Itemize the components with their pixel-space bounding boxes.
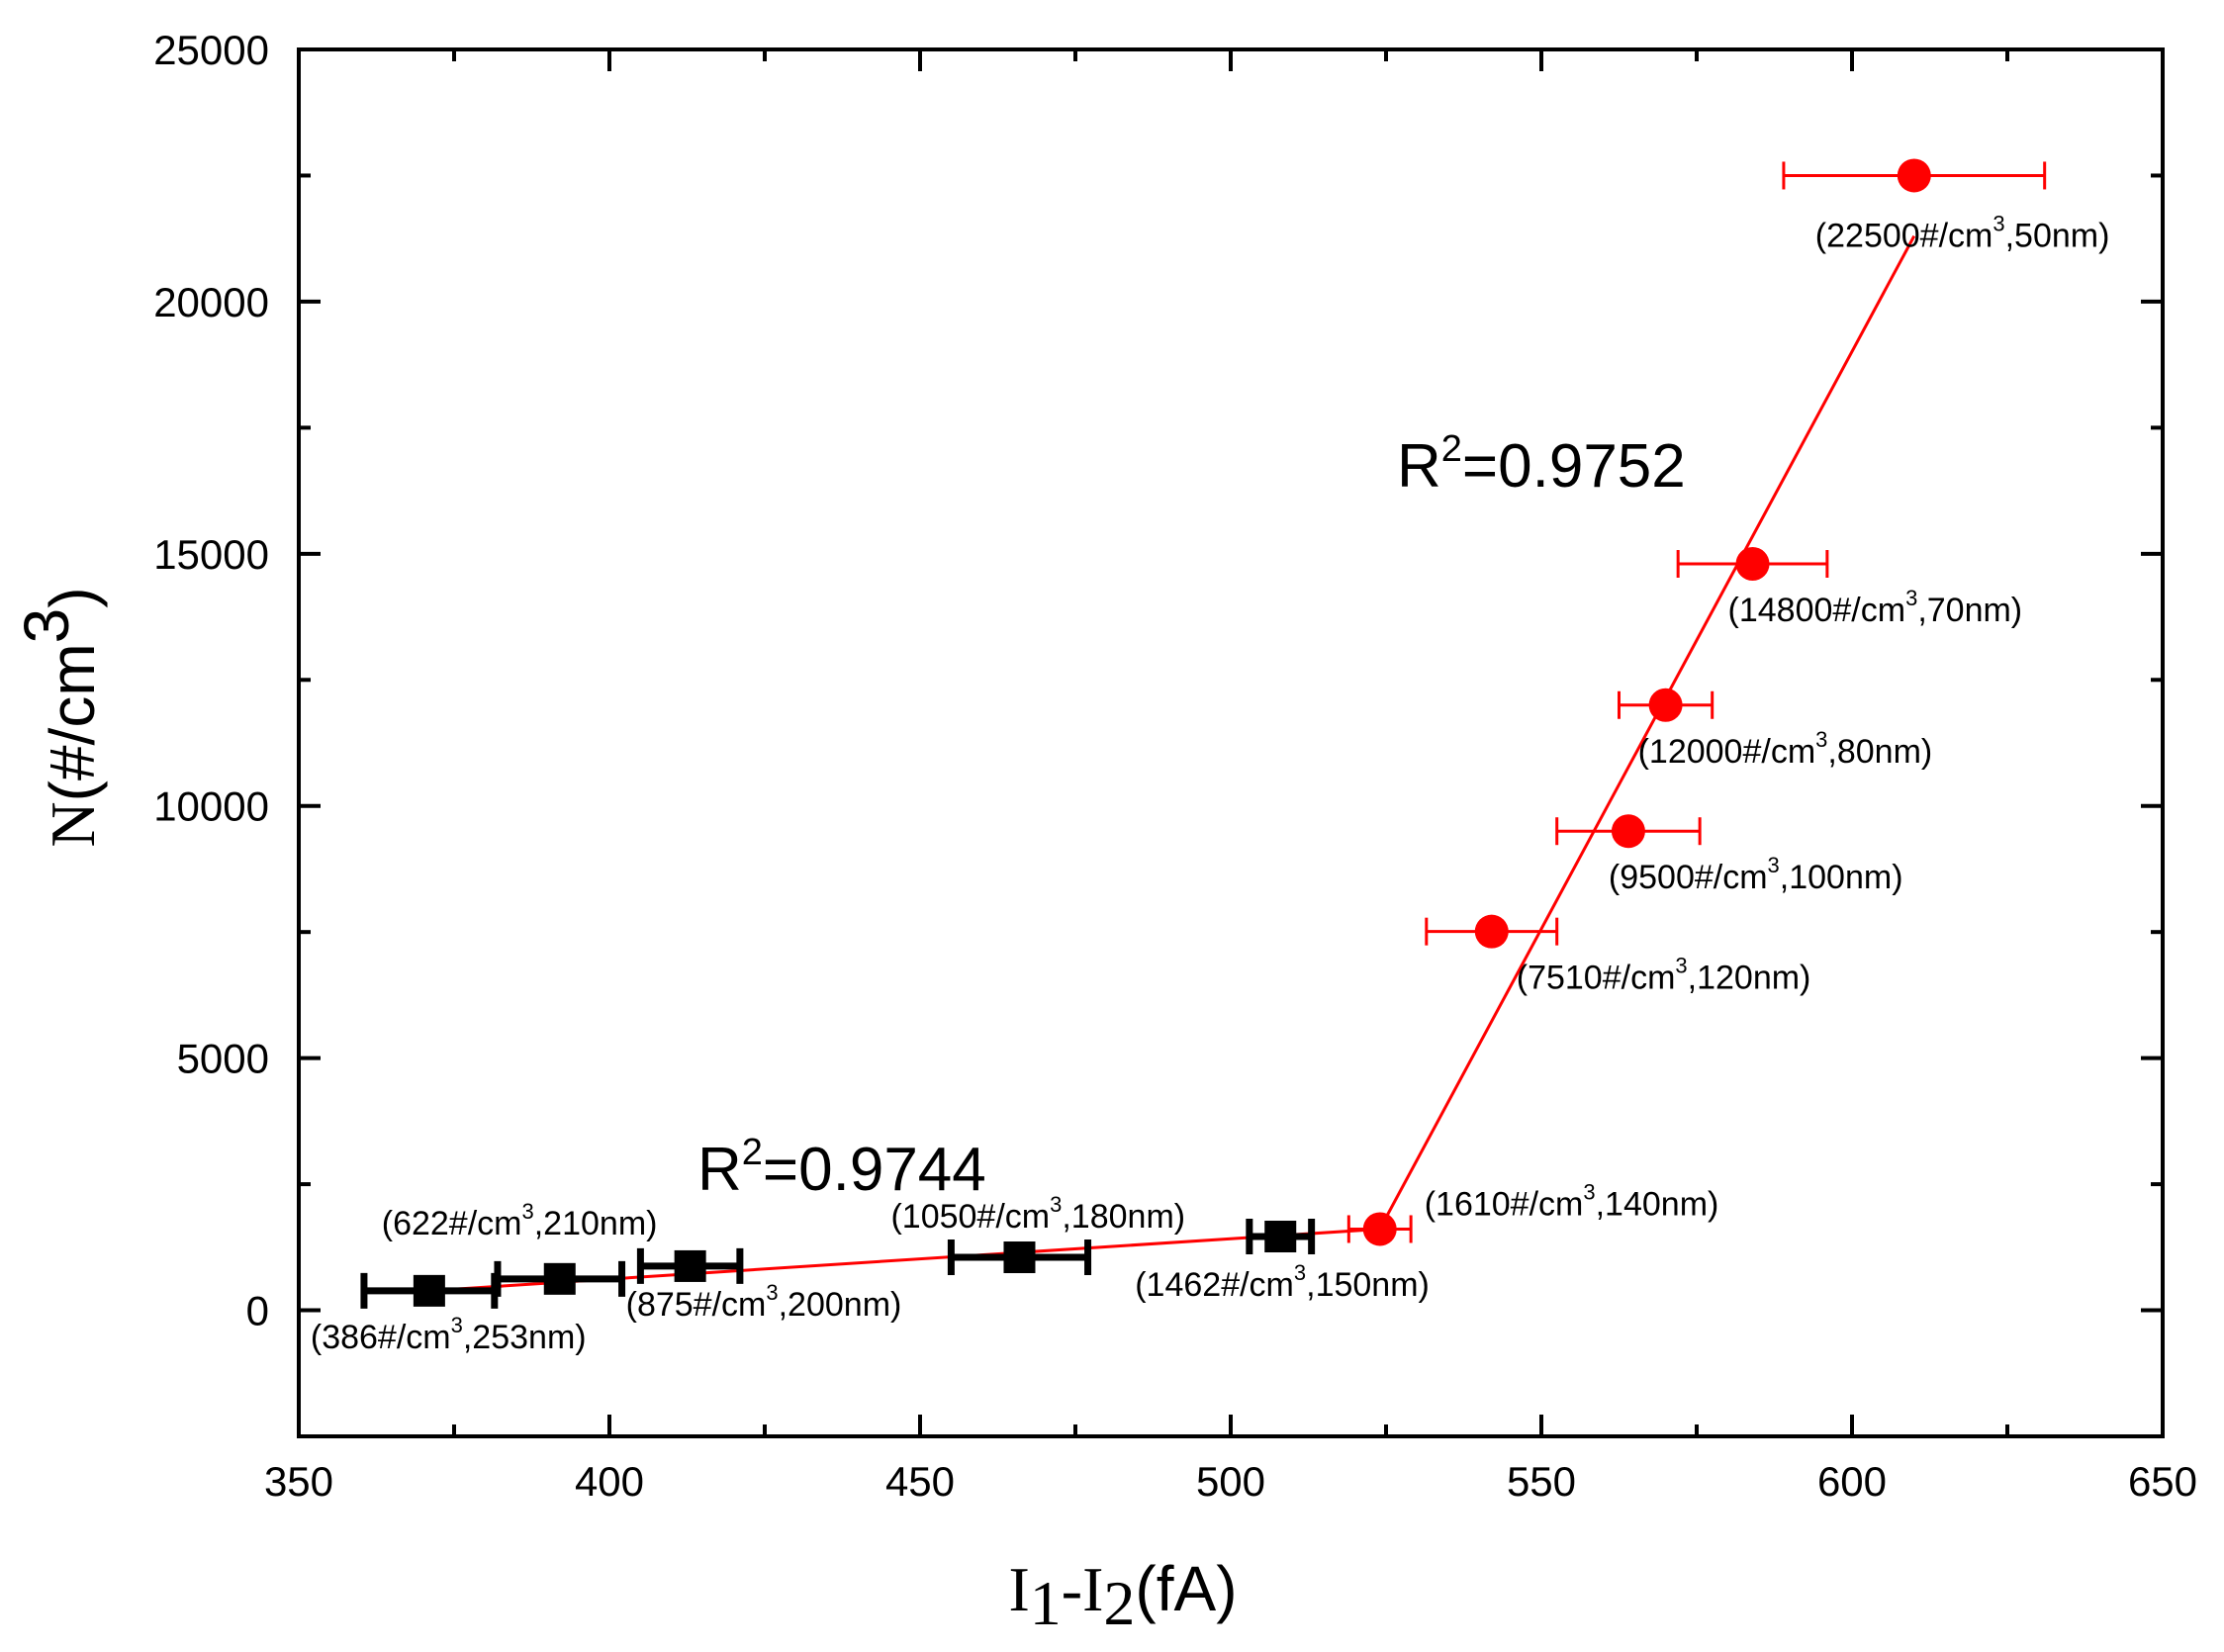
point-label: (386#/cm3,253nm) [311, 1313, 587, 1356]
data-point-square [413, 1274, 445, 1307]
point-labels: (386#/cm3,253nm) (622#/cm3,210nm) (875#/cm… [311, 211, 2110, 1355]
data-marks [360, 158, 2047, 1309]
x-tick-label: 600 [1817, 1458, 1887, 1505]
data-point-square [674, 1249, 706, 1282]
r2-annotation-low: R2=0.9744 [697, 1132, 986, 1204]
data-point-square [543, 1262, 576, 1295]
point-label: (622#/cm3,210nm) [382, 1199, 658, 1242]
point-label: (12000#/cm3,80nm) [1638, 727, 1933, 771]
y-tick-label: 25000 [153, 27, 269, 73]
data-point-square [1264, 1221, 1297, 1253]
ticks: 350 400 450 500 550 600 650 0 5000 10000 15000 2000… [153, 27, 2197, 1505]
x-tick-label: 400 [575, 1458, 644, 1505]
x-tick-label: 450 [885, 1458, 955, 1505]
x-tick-label: 550 [1507, 1458, 1576, 1505]
point-label: (1050#/cm3,180nm) [890, 1192, 1185, 1236]
data-point-circle [1897, 158, 1931, 193]
r2-annotation-high: R2=0.9752 [1397, 428, 1686, 501]
point-label: (22500#/cm3,50nm) [1815, 211, 2110, 254]
data-point-circle [1362, 1212, 1397, 1246]
x-tick-label: 500 [1196, 1458, 1265, 1505]
point-label: (875#/cm3,200nm) [626, 1280, 902, 1324]
point-label: (14800#/cm3,70nm) [1728, 586, 2023, 629]
y-tick-label: 10000 [153, 783, 269, 830]
x-tick-label: 350 [264, 1458, 333, 1505]
data-point-circle [1611, 814, 1645, 849]
y-tick-label: 20000 [153, 279, 269, 325]
y-tick-label: 5000 [177, 1036, 269, 1082]
point-label: (1610#/cm3,140nm) [1425, 1179, 1719, 1223]
data-point-circle [1735, 547, 1770, 582]
data-point-circle [1648, 688, 1683, 722]
point-label: (1462#/cm3,150nm) [1135, 1260, 1430, 1304]
fit-line-1 [1378, 234, 1916, 1231]
y-axis-title: N(#/cm3) [11, 587, 108, 847]
y-tick-label: 15000 [153, 531, 269, 578]
x-axis-title: I1-I2(fA) [1008, 1553, 1237, 1638]
point-label: (9500#/cm3,100nm) [1609, 853, 1903, 896]
y-tick-label: 0 [246, 1288, 269, 1334]
data-point-circle [1474, 914, 1509, 949]
x-tick-label: 650 [2128, 1458, 2197, 1505]
point-label: (7510#/cm3,120nm) [1517, 954, 1811, 997]
data-point-square [1003, 1241, 1036, 1274]
